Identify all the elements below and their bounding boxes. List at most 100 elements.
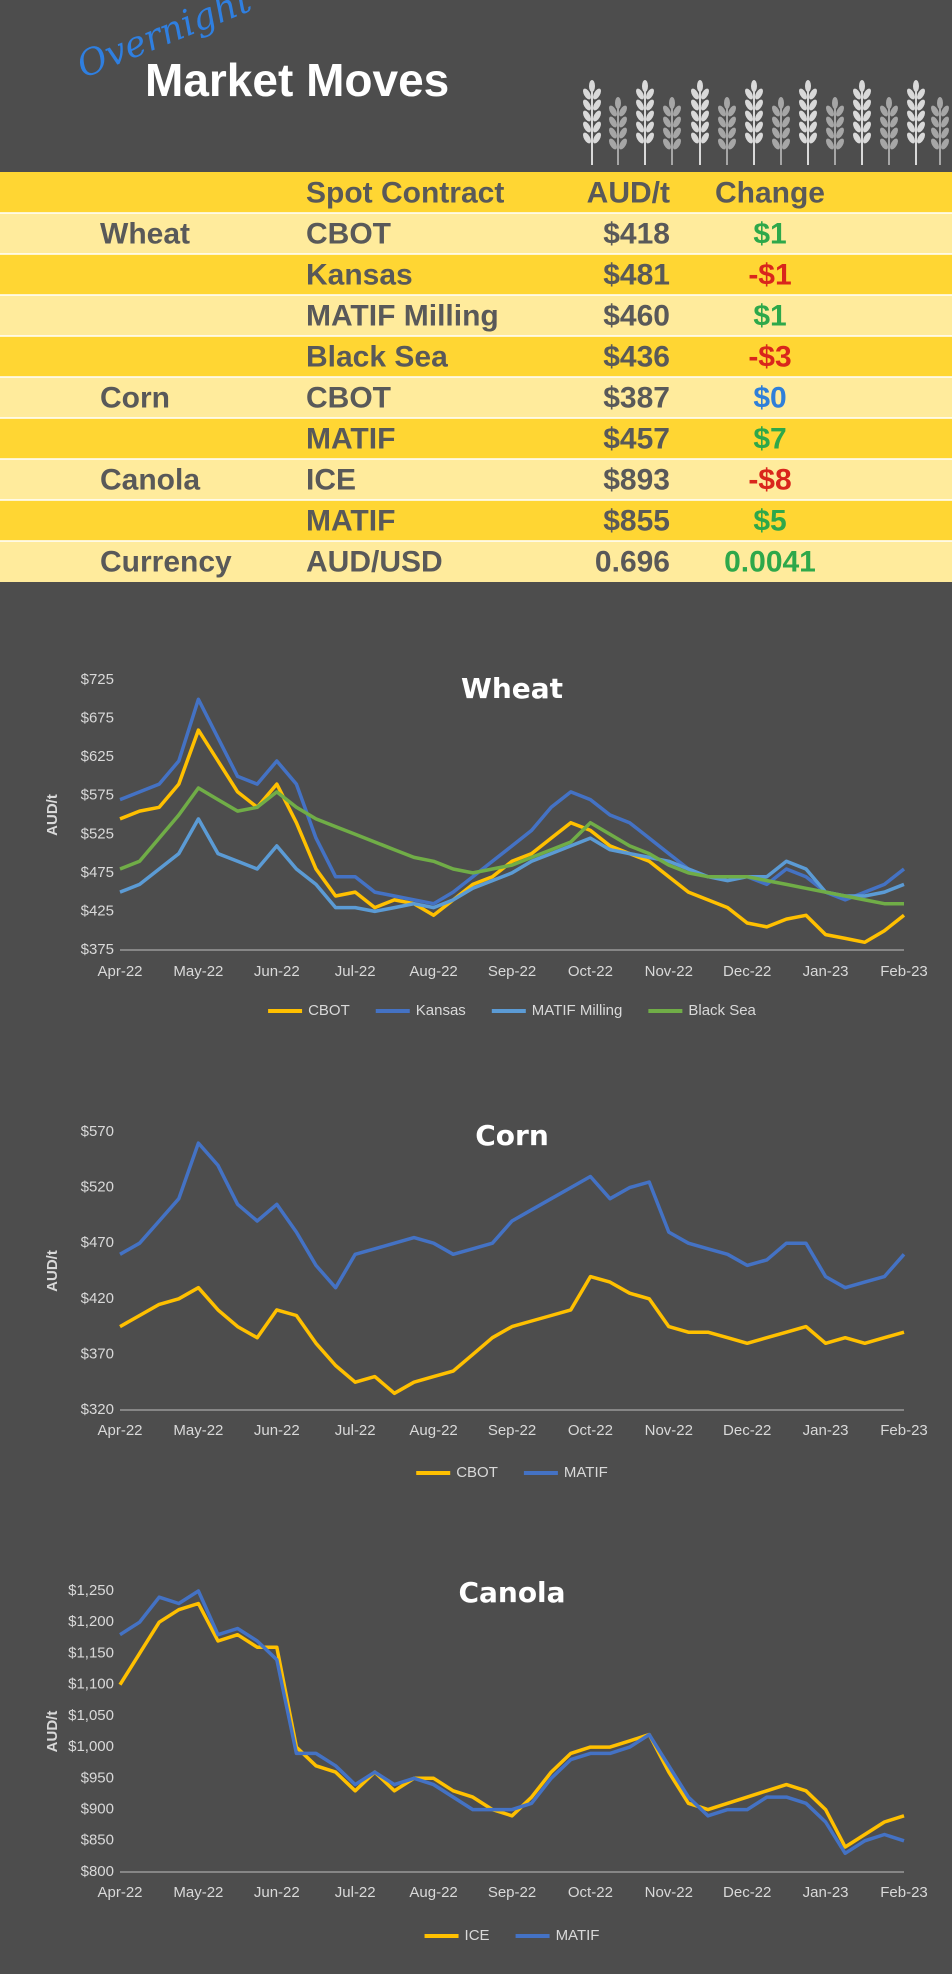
wheat-grain <box>853 121 861 133</box>
wheat-grain <box>745 110 753 122</box>
wheat-grain <box>728 138 736 150</box>
wheat-grain <box>937 97 943 109</box>
wheat-grain <box>931 138 939 150</box>
wheat-grain <box>941 116 949 128</box>
page-title: Market Moves <box>145 54 449 106</box>
wheat-grain <box>907 99 915 111</box>
wheat-grain <box>593 121 601 133</box>
change: -$8 <box>748 463 791 496</box>
series-line <box>119 1589 905 1856</box>
series-line <box>119 728 906 945</box>
wheat-grain <box>755 121 763 133</box>
y-tick-label: $1,100 <box>68 1676 114 1693</box>
change: -$1 <box>748 258 791 291</box>
wheat-grain <box>809 110 817 122</box>
legend-label: Black Sea <box>688 1002 756 1019</box>
legend-label: ICE <box>465 1927 490 1944</box>
table-row <box>0 500 952 541</box>
y-tick-label: $675 <box>81 710 114 727</box>
group-label: Currency <box>100 545 232 578</box>
wheat-grain <box>663 138 671 150</box>
wheat-grain <box>809 99 817 111</box>
change: 0.0041 <box>724 545 816 578</box>
wheat-grain <box>890 116 898 128</box>
y-axis-label: AUD/t <box>44 1250 61 1292</box>
wheat-grain <box>646 110 654 122</box>
y-tick-label: $1,150 <box>68 1644 114 1661</box>
price: $387 <box>603 381 670 414</box>
y-tick-label: $800 <box>81 1863 114 1880</box>
x-tick-label: Jan-23 <box>803 1884 849 1901</box>
wheat-grain <box>880 138 888 150</box>
x-tick-label: May-22 <box>173 963 223 980</box>
wheat-grain <box>853 132 861 144</box>
x-tick-label: Oct-22 <box>568 1884 613 1901</box>
wheat-grain <box>646 132 654 144</box>
wheat-grain <box>853 110 861 122</box>
wheat-grain <box>663 105 671 117</box>
wheat-grain <box>609 138 617 150</box>
legend-label: MATIF <box>556 1927 600 1944</box>
legend: CBOT Kansas MATIF Milling Black Sea <box>268 1002 757 1019</box>
wheat-grain <box>636 110 644 122</box>
wheat-grain <box>691 88 699 100</box>
y-tick-label: $475 <box>81 864 114 881</box>
wheat-grain <box>673 105 681 117</box>
wheat-grain <box>778 97 784 109</box>
y-tick-label: $420 <box>81 1290 114 1307</box>
wheat-grain <box>809 88 817 100</box>
column-header: AUD/t <box>587 176 670 209</box>
wheat-grain <box>931 116 939 128</box>
x-tick-label: Apr-22 <box>97 1884 142 1901</box>
series-line <box>118 1601 905 1849</box>
y-axis-label: AUD/t <box>44 794 61 836</box>
chart-title: Canola <box>458 1576 565 1609</box>
wheat-grain <box>917 110 925 122</box>
wheat-grain <box>799 121 807 133</box>
x-tick-label: Jun-22 <box>254 1422 300 1439</box>
wheat-grain <box>728 127 736 139</box>
y-tick-label: $900 <box>81 1801 114 1818</box>
y-tick-label: $1,250 <box>68 1582 114 1599</box>
wheat-grain <box>913 80 919 92</box>
wheat-grain <box>673 138 681 150</box>
x-tick-label: Sep-22 <box>488 1422 536 1439</box>
wheat-grain <box>941 138 949 150</box>
wheat-grain <box>646 99 654 111</box>
y-tick-label: $425 <box>81 902 114 919</box>
wheat-grain <box>907 88 915 100</box>
wheat-grain <box>636 121 644 133</box>
change: $5 <box>753 504 786 537</box>
wheat-grain <box>636 132 644 144</box>
wheat-grain <box>583 121 591 133</box>
y-tick-label: $1,050 <box>68 1707 114 1724</box>
wheat-grain <box>673 116 681 128</box>
wheat-grain <box>907 110 915 122</box>
wheat-grain <box>751 80 757 92</box>
wheat-grain <box>772 105 780 117</box>
x-tick-label: Apr-22 <box>97 1422 142 1439</box>
contract: MATIF Milling <box>306 299 499 332</box>
wheat-grain <box>609 105 617 117</box>
wheat-grain <box>809 121 817 133</box>
wheat-grain <box>863 132 871 144</box>
wheat-grain <box>836 105 844 117</box>
wheat-grain <box>931 127 939 139</box>
wheat-grain <box>863 88 871 100</box>
x-tick-label: Feb-23 <box>880 963 928 980</box>
wheat-grain <box>619 116 627 128</box>
price: $855 <box>603 504 670 537</box>
wheat-grain <box>615 97 621 109</box>
wheat-grain <box>863 99 871 111</box>
wheat-grain <box>642 80 648 92</box>
wheat-grain <box>907 132 915 144</box>
wheat-grain <box>917 99 925 111</box>
chart-title: Corn <box>475 1119 549 1152</box>
group-label: Canola <box>100 463 200 496</box>
wheat-grain <box>832 97 838 109</box>
table-row <box>0 377 952 418</box>
wheat-grain <box>917 121 925 133</box>
wheat-grain <box>745 121 753 133</box>
wheat-grain <box>636 99 644 111</box>
